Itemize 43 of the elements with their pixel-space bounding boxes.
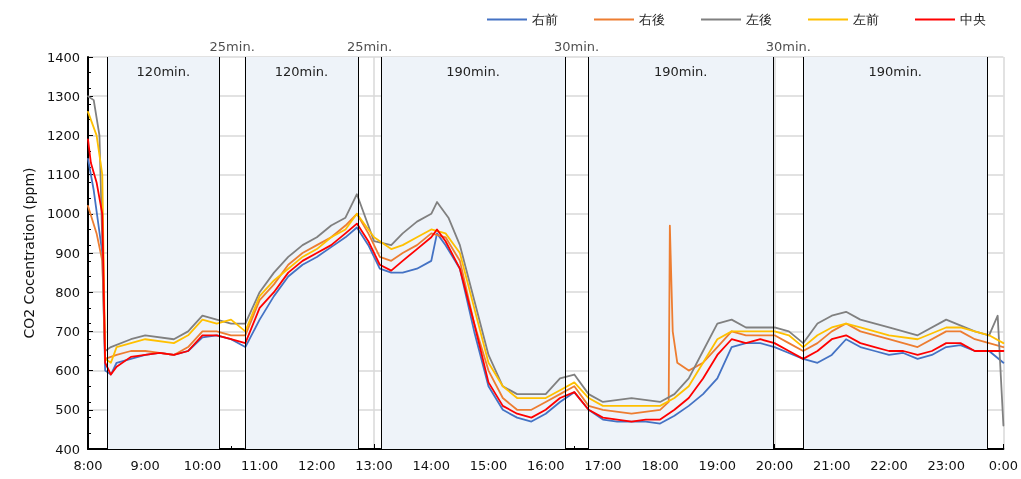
legend-label: 右前: [532, 12, 558, 27]
x-tick-label: 9:00: [130, 458, 160, 473]
y-tick-label: 600: [55, 363, 80, 379]
band-label: 190min.: [868, 64, 923, 79]
x-tick-label: 15:00: [469, 458, 508, 473]
x-tick-label: 0:00: [988, 458, 1019, 473]
x-tick-label: 13:00: [355, 458, 393, 473]
x-tick-label: 14:00: [412, 458, 451, 473]
x-tick-label: 19:00: [698, 458, 737, 473]
x-tick-label: 12:00: [298, 458, 336, 473]
x-tick-label: 16:00: [526, 458, 565, 473]
x-tick-label: 11:00: [240, 458, 279, 473]
x-tick-label: 20:00: [755, 458, 794, 473]
x-tick-label: 18:00: [641, 458, 679, 473]
x-tick-label: 10:00: [183, 458, 222, 473]
band-label: 120min.: [274, 64, 329, 79]
text: 25min.: [209, 39, 255, 54]
text: 30min.: [554, 39, 600, 54]
legend-label: 左後: [746, 12, 772, 27]
band-label: 190min.: [446, 64, 500, 79]
legend-label: 中央: [960, 12, 986, 27]
x-tick-label: 23:00: [927, 458, 965, 473]
y-tick-label: 800: [55, 284, 80, 300]
x-tick-label: 8:00: [73, 458, 103, 473]
y-tick-label: 1300: [46, 88, 80, 104]
band-label: 120min.: [136, 64, 191, 79]
legend-label: 右後: [639, 12, 665, 27]
y-axis-title: CO2 Cocentration (ppm): [21, 167, 37, 339]
y-tick-label: 1200: [46, 127, 80, 143]
y-tick-label: 700: [55, 323, 80, 339]
y-tick-label: 1000: [46, 206, 80, 222]
text: 30min.: [765, 39, 811, 54]
y-tick-label: 500: [55, 402, 80, 418]
band-label: 190min.: [653, 64, 708, 79]
legend-label: 左前: [853, 12, 879, 27]
x-tick-label: 22:00: [870, 458, 908, 473]
y-tick-label: 1400: [46, 49, 80, 65]
text: 25min.: [346, 39, 393, 54]
x-tick-label: 17:00: [584, 458, 622, 473]
y-tick-label: 400: [55, 441, 80, 457]
y-tick-label: 1100: [46, 167, 80, 183]
y-tick-label: 900: [55, 245, 80, 261]
x-tick-label: 21:00: [813, 458, 851, 473]
